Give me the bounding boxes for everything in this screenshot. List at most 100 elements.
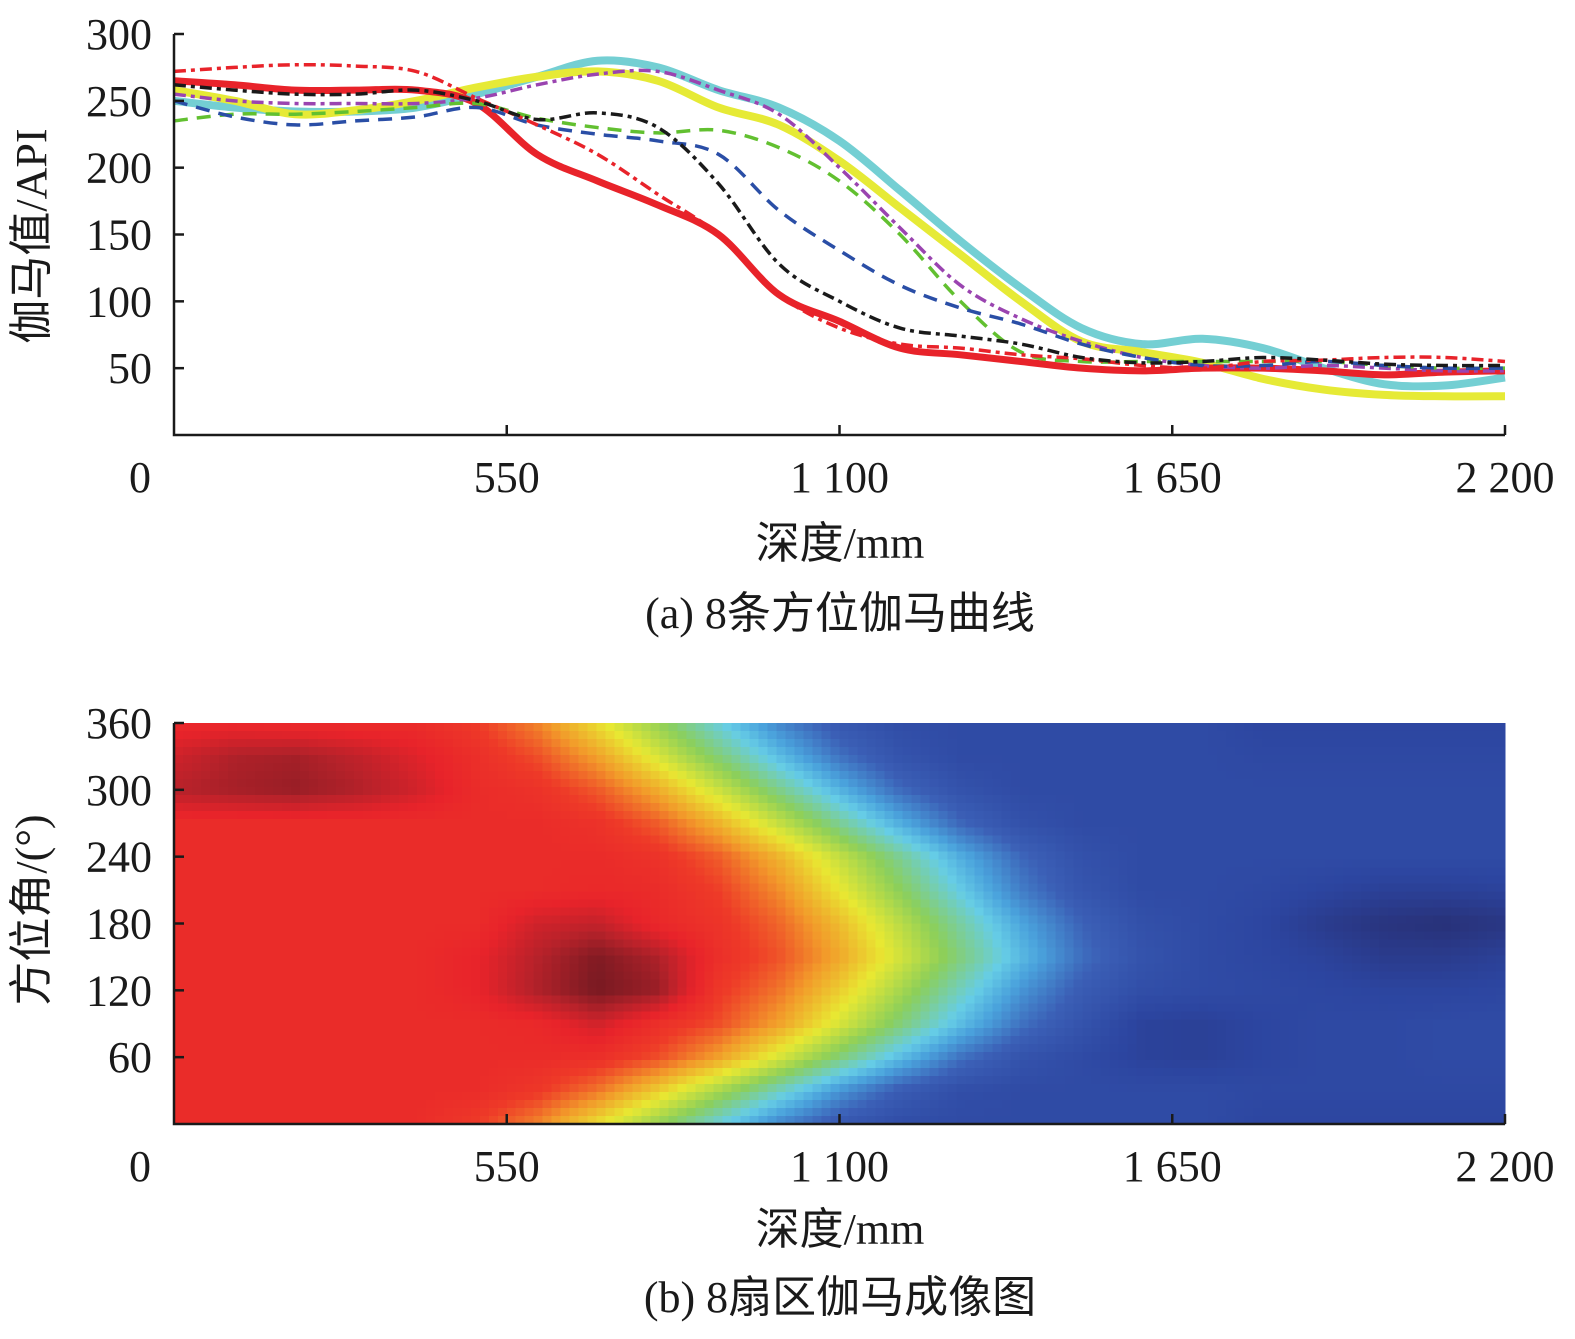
heatmap-cell xyxy=(632,771,643,780)
heatmap-cell xyxy=(1361,803,1371,812)
heatmap-cell xyxy=(812,755,823,764)
heatmap-cell xyxy=(236,915,247,925)
heatmap-cell xyxy=(632,915,643,925)
heatmap-cell xyxy=(1271,827,1281,836)
heatmap-cell xyxy=(200,931,211,941)
heatmap-cell xyxy=(254,795,265,804)
heatmap-cell xyxy=(362,883,373,893)
heatmap-cell xyxy=(317,923,328,933)
heatmap-cell xyxy=(425,811,436,820)
heatmap-cell xyxy=(245,763,256,772)
heatmap-cell xyxy=(830,723,841,732)
heatmap-cell xyxy=(1172,939,1182,949)
heatmap-cell xyxy=(389,787,400,796)
heatmap-cell xyxy=(632,787,643,796)
heatmap-cell xyxy=(605,787,616,796)
heatmap-cell xyxy=(452,867,463,876)
heatmap-cell xyxy=(551,971,562,981)
heatmap-cell xyxy=(1496,851,1506,860)
heatmap-cell xyxy=(830,883,841,893)
heatmap-cell xyxy=(938,899,949,909)
heatmap-cell xyxy=(704,739,715,748)
heatmap-cell xyxy=(1154,731,1164,740)
heatmap-cell xyxy=(605,947,616,957)
heatmap-cell xyxy=(200,883,211,893)
heatmap-cell xyxy=(308,755,319,764)
heatmap-cell xyxy=(218,891,229,901)
heatmap-cell xyxy=(965,747,975,756)
heatmap-cell xyxy=(884,723,895,732)
heatmap-cell xyxy=(1451,803,1461,812)
heatmap-cell xyxy=(1217,795,1227,804)
heatmap-cell xyxy=(731,723,742,732)
heatmap-cell xyxy=(812,739,823,748)
heatmap-cell xyxy=(533,771,544,780)
heatmap-cell xyxy=(686,811,697,820)
heatmap-cell xyxy=(1199,923,1209,933)
heatmap-cell xyxy=(515,859,526,868)
heatmap-cell xyxy=(947,779,958,788)
heatmap-cell xyxy=(1496,827,1506,836)
heatmap-cell xyxy=(191,747,202,756)
heatmap-cell xyxy=(290,891,301,901)
heatmap-cell xyxy=(740,931,751,941)
heatmap-cell xyxy=(623,827,634,836)
heatmap-cell xyxy=(875,795,886,804)
heatmap-cell xyxy=(911,755,922,764)
heatmap-cell xyxy=(1154,779,1164,788)
heatmap-cell xyxy=(569,851,580,860)
heatmap-cell xyxy=(569,963,580,973)
heatmap-cell xyxy=(1244,827,1254,836)
heatmap-cell xyxy=(1127,819,1137,828)
heatmap-cell xyxy=(326,811,337,820)
heatmap-cell xyxy=(1082,795,1092,804)
heatmap-cell xyxy=(1055,963,1065,973)
heatmap-cell xyxy=(209,931,220,941)
heatmap-cell xyxy=(1379,915,1389,925)
heatmap-cell xyxy=(380,859,391,868)
heatmap-cell xyxy=(335,867,346,876)
heatmap-cell xyxy=(452,963,463,973)
heatmap-cell xyxy=(236,963,247,973)
heatmap-cell xyxy=(1046,859,1056,868)
heatmap-cell xyxy=(380,739,391,748)
heatmap-cell xyxy=(1325,859,1335,868)
heatmap-cell xyxy=(353,755,364,764)
heatmap-cell xyxy=(1460,883,1470,893)
heatmap-cell xyxy=(461,771,472,780)
heatmap-cell xyxy=(938,907,949,917)
heatmap-cell xyxy=(281,947,292,957)
heatmap-cell xyxy=(1163,787,1173,796)
heatmap-cell xyxy=(515,755,526,764)
heatmap-cell xyxy=(1091,811,1101,820)
heatmap-cell xyxy=(1379,811,1389,820)
heatmap-cell xyxy=(614,739,625,748)
heatmap-cell xyxy=(1055,883,1065,893)
heatmap-cell xyxy=(344,867,355,876)
heatmap-cell xyxy=(965,851,975,860)
heatmap-cell xyxy=(1352,907,1362,917)
heatmap-cell xyxy=(353,827,364,836)
heatmap-cell xyxy=(731,747,742,756)
heatmap-cell xyxy=(1100,739,1110,748)
heatmap-cell xyxy=(992,795,1002,804)
heatmap-cell xyxy=(1145,739,1155,748)
heatmap-cell xyxy=(704,827,715,836)
heatmap-cell xyxy=(641,899,652,909)
heatmap-cell xyxy=(650,931,661,941)
heatmap-cell xyxy=(650,859,661,868)
heatmap-cell xyxy=(659,731,670,740)
heatmap-cell xyxy=(488,987,499,997)
heatmap-cell xyxy=(1217,931,1227,941)
heatmap-cell xyxy=(452,795,463,804)
heatmap-cell xyxy=(272,971,283,981)
heatmap-cell xyxy=(803,979,814,989)
heatmap-cell xyxy=(191,923,202,933)
heatmap-cell xyxy=(407,835,418,844)
heatmap-cell xyxy=(875,779,886,788)
heatmap-cell xyxy=(506,907,517,917)
heatmap-cell xyxy=(1055,947,1065,957)
heatmap-cell xyxy=(1433,955,1443,965)
heatmap-cell xyxy=(1235,915,1245,925)
heatmap-cell xyxy=(362,931,373,941)
